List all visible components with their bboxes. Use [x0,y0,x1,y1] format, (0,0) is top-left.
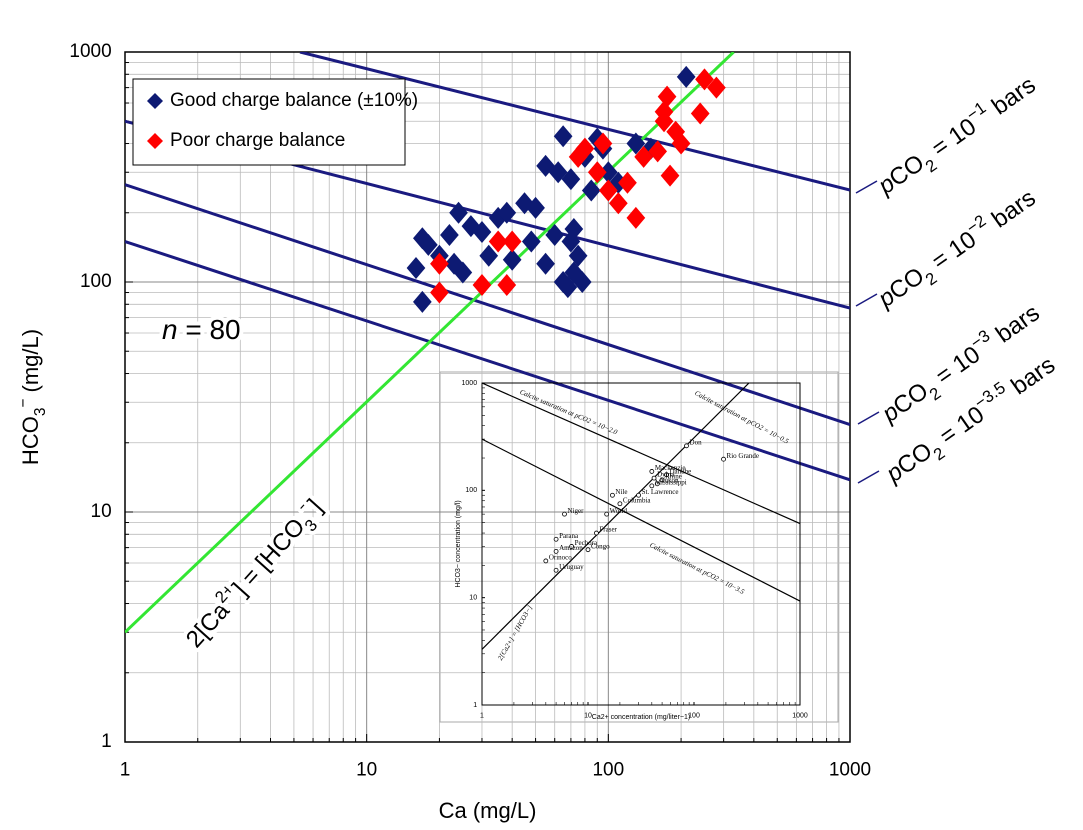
pco2-leaders [856,181,879,483]
point-label: Don [690,438,703,446]
point-label: Niger [567,507,584,515]
point [588,161,607,183]
point-label: World [610,507,628,515]
y-tick-label: 10 [91,501,112,522]
leader [856,181,877,193]
point [536,253,555,275]
point [562,512,566,516]
point [544,559,548,563]
chart: 1 10 100 1000 1 10 100 1000 Ca (mg/L) HCO3− (mg/L… [0,0,1083,830]
text-part: bars [982,185,1041,238]
annotation: pCO2 = 10−1 bars [870,67,1044,205]
point-label: Amazon [559,544,583,552]
point [440,224,459,246]
x-axis-label: Ca (mg/L) [439,798,537,823]
point [610,493,614,497]
point [650,469,654,473]
y-tick-label: 100 [465,487,477,494]
point [661,165,680,187]
x-tick-label: 1000 [792,712,808,719]
text-part: n [162,314,178,345]
leader [856,294,877,306]
text-part: (mg/L) [18,329,43,399]
text-part: 3 [32,408,49,417]
y-tick-label: 10 [469,595,477,602]
text-part: 2[Ca [181,597,235,653]
point-label: Orinoco [549,554,572,562]
leader [858,412,879,424]
point [677,66,696,88]
point [722,457,726,461]
point [554,568,558,572]
point-label: Uruguay [559,563,584,571]
point-label: Congo [591,542,610,550]
y-tick-label: 100 [80,271,112,292]
point-label: Nile [615,488,627,496]
point [554,125,573,147]
x-tick-label: 1 [120,760,131,781]
y-tick-label: 1000 [69,41,111,62]
point [407,257,426,279]
inset-frame [440,372,838,722]
y-tick-label: 1 [473,702,477,709]
point [554,537,558,541]
y-tick-label: 1000 [462,380,478,387]
point [586,548,590,552]
x-tick-label: 1 [480,712,484,719]
text-part: HCO [18,416,43,465]
leader [858,471,879,483]
text-part: = 80 [178,314,241,345]
annotation: n = 80 [162,314,241,345]
point [627,207,646,229]
y-tick-label: 1 [101,731,112,752]
y-axis-label: HCO3− concentration (mg/l) [455,500,462,587]
point-label: Columbia [623,496,652,504]
point [413,291,432,313]
point [503,230,522,252]
x-tick-label: 10 [356,760,377,781]
point [430,282,449,304]
point [594,531,598,535]
text-part: bars [986,300,1045,353]
x-tick-label: 100 [592,760,624,781]
point [658,86,677,108]
point [605,512,609,516]
text-part: − [15,399,32,408]
point-label: St. Lawrence [642,488,679,496]
point-label: Fraser [599,526,617,534]
annotation: pCO2 = 10−2 bars [870,180,1044,318]
point-label: Mississippi [655,478,687,486]
point [685,444,689,448]
y-axis-label: HCO3− (mg/L) [15,329,49,465]
x-axis-label: Ca2+ concentration (mg/liter−1) [592,714,690,721]
point-label: Mackenzie [655,464,686,472]
point-label: Rio Grande [727,452,759,460]
legend-label: Good charge balance (±10%) [170,90,418,111]
x-tick-label: 1000 [829,760,871,781]
point [618,502,622,506]
legend-label: Poor charge balance [170,130,345,151]
text-part: bars [982,72,1041,125]
text-part: bars [1001,352,1060,405]
